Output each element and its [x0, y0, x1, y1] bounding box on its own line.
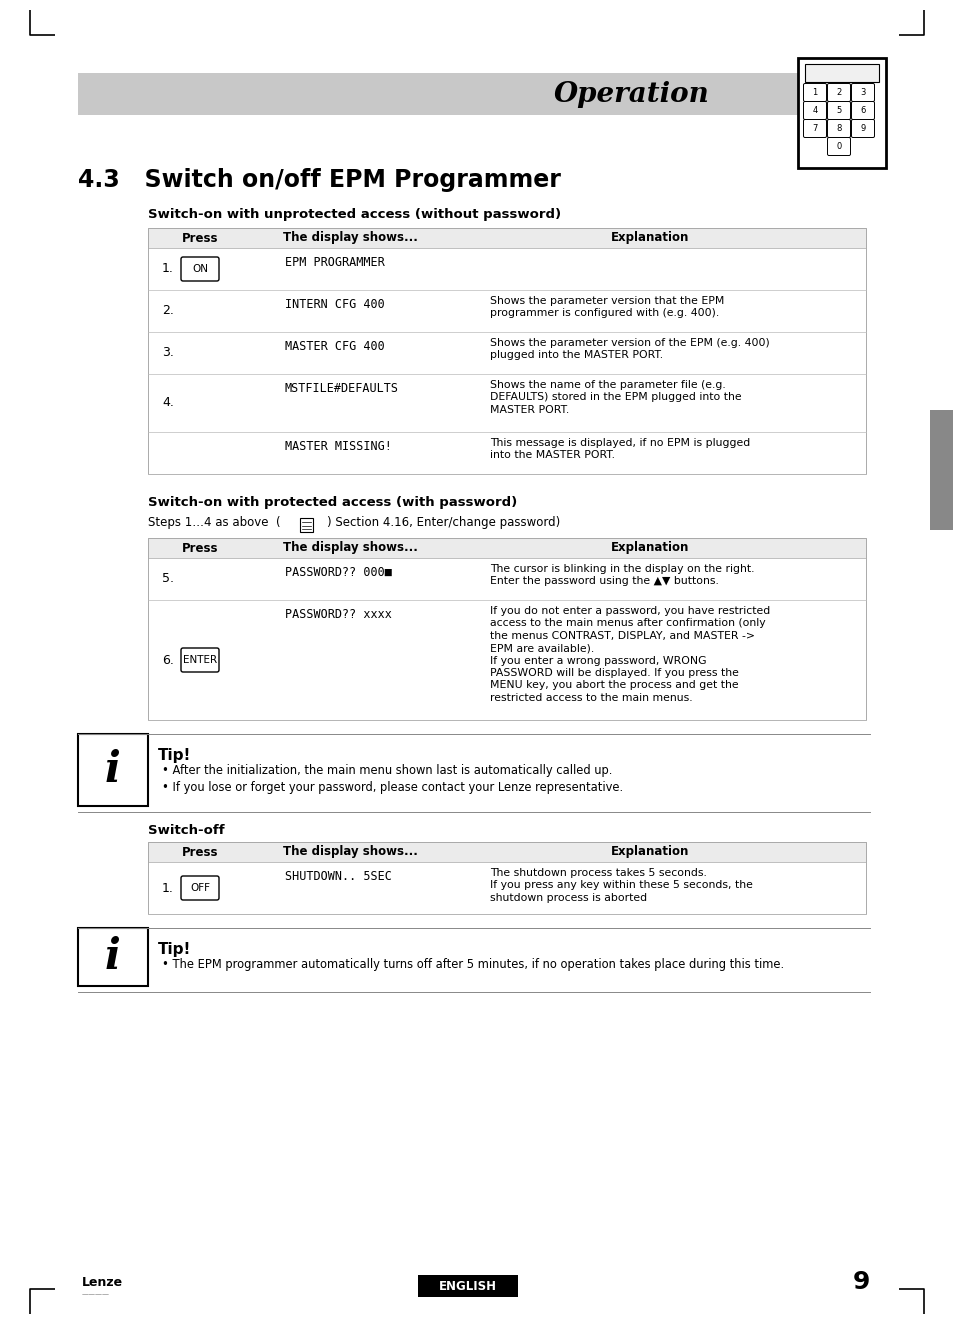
- FancyBboxPatch shape: [851, 102, 874, 119]
- FancyBboxPatch shape: [181, 876, 219, 900]
- Text: 9: 9: [852, 1270, 869, 1294]
- Text: 6.: 6.: [162, 654, 173, 666]
- Text: MASTER CFG 400: MASTER CFG 400: [285, 340, 384, 354]
- Bar: [929, 410, 953, 530]
- Text: Explanation: Explanation: [610, 232, 688, 245]
- Text: Steps 1…4 as above  (: Steps 1…4 as above (: [148, 516, 284, 530]
- Bar: [148, 842, 865, 862]
- Text: • If you lose or forget your password, please contact your Lenze representative.: • If you lose or forget your password, p…: [162, 781, 622, 794]
- Text: The cursor is blinking in the display on the right.
Enter the password using the: The cursor is blinking in the display on…: [490, 564, 754, 587]
- Bar: [78, 928, 148, 986]
- Bar: [148, 538, 865, 720]
- Text: • The EPM programmer automatically turns off after 5 minutes, if no operation ta: • The EPM programmer automatically turns…: [162, 959, 783, 970]
- Text: MSTFILE#DEFAULTS: MSTFILE#DEFAULTS: [285, 383, 398, 395]
- Text: 1.: 1.: [162, 262, 173, 275]
- Text: ————: ————: [82, 1291, 110, 1298]
- Text: 1: 1: [812, 87, 817, 97]
- Text: Switch-off: Switch-off: [148, 824, 224, 837]
- Text: 6: 6: [860, 106, 864, 115]
- Text: Tip!: Tip!: [158, 941, 192, 957]
- Text: 4.3   Switch on/off EPM Programmer: 4.3 Switch on/off EPM Programmer: [78, 168, 560, 192]
- Bar: [148, 228, 865, 474]
- Text: MASTER MISSING!: MASTER MISSING!: [285, 440, 392, 453]
- FancyBboxPatch shape: [851, 83, 874, 102]
- FancyBboxPatch shape: [802, 119, 825, 138]
- Text: The shutdown process takes 5 seconds.
If you press any key within these 5 second: The shutdown process takes 5 seconds. If…: [490, 869, 752, 903]
- FancyBboxPatch shape: [181, 257, 219, 281]
- Text: ENGLISH: ENGLISH: [438, 1279, 497, 1292]
- Text: Switch-on with unprotected access (without password): Switch-on with unprotected access (witho…: [148, 208, 560, 221]
- Text: Switch-on with protected access (with password): Switch-on with protected access (with pa…: [148, 496, 517, 508]
- Text: OFF: OFF: [190, 883, 210, 892]
- Text: 7: 7: [811, 124, 817, 132]
- Text: Press: Press: [182, 846, 218, 858]
- Bar: [417, 1275, 517, 1298]
- Text: The display shows...: The display shows...: [282, 846, 417, 858]
- Text: 5: 5: [836, 106, 841, 115]
- Text: SHUTDOWN.. 5SEC: SHUTDOWN.. 5SEC: [285, 870, 392, 883]
- Text: This message is displayed, if no EPM is plugged
into the MASTER PORT.: This message is displayed, if no EPM is …: [490, 438, 749, 461]
- Text: The display shows...: The display shows...: [282, 232, 417, 245]
- Text: PASSWORD?? 000■: PASSWORD?? 000■: [285, 565, 392, 579]
- Text: Explanation: Explanation: [610, 846, 688, 858]
- FancyBboxPatch shape: [802, 83, 825, 102]
- Text: 3.: 3.: [162, 347, 173, 360]
- Text: Operation: Operation: [554, 82, 709, 109]
- Text: PASSWORD?? xxxx: PASSWORD?? xxxx: [285, 608, 392, 621]
- Text: Shows the parameter version that the EPM
programmer is configured with (e.g. 400: Shows the parameter version that the EPM…: [490, 297, 723, 318]
- Bar: [148, 842, 865, 914]
- Text: The display shows...: The display shows...: [282, 542, 417, 555]
- Text: i: i: [105, 936, 121, 978]
- Text: 5.: 5.: [162, 572, 173, 585]
- FancyBboxPatch shape: [826, 83, 850, 102]
- Text: Shows the parameter version of the EPM (e.g. 400)
plugged into the MASTER PORT.: Shows the parameter version of the EPM (…: [490, 338, 769, 360]
- Text: Press: Press: [182, 232, 218, 245]
- Bar: [797, 58, 885, 168]
- FancyBboxPatch shape: [826, 119, 850, 138]
- FancyBboxPatch shape: [181, 647, 219, 673]
- Text: If you do not enter a password, you have restricted
access to the main menus aft: If you do not enter a password, you have…: [490, 606, 769, 703]
- Bar: [78, 73, 847, 115]
- Bar: [148, 228, 865, 248]
- Text: 9: 9: [860, 124, 864, 132]
- FancyBboxPatch shape: [851, 119, 874, 138]
- Text: ENTER: ENTER: [183, 655, 217, 665]
- Text: 1.: 1.: [162, 882, 173, 895]
- Text: Tip!: Tip!: [158, 748, 192, 763]
- Text: 3: 3: [860, 87, 864, 97]
- Bar: [148, 538, 865, 557]
- Text: Lenze: Lenze: [82, 1275, 123, 1288]
- Text: 8: 8: [836, 124, 841, 132]
- Text: i: i: [105, 749, 121, 790]
- Text: 4: 4: [812, 106, 817, 115]
- Bar: [804, 64, 878, 82]
- Bar: [78, 733, 148, 806]
- Text: 2: 2: [836, 87, 841, 97]
- Text: Explanation: Explanation: [610, 542, 688, 555]
- Text: 0: 0: [836, 142, 841, 151]
- Text: 4.: 4.: [162, 396, 173, 409]
- Text: INTERN CFG 400: INTERN CFG 400: [285, 298, 384, 311]
- FancyBboxPatch shape: [826, 102, 850, 119]
- Bar: [299, 518, 313, 532]
- Text: • After the initialization, the main menu shown last is automatically called up.: • After the initialization, the main men…: [162, 764, 612, 777]
- Text: ) Section 4.16, Enter/change password): ) Section 4.16, Enter/change password): [327, 516, 559, 530]
- FancyBboxPatch shape: [802, 102, 825, 119]
- Text: ON: ON: [192, 263, 208, 274]
- Text: 2.: 2.: [162, 305, 173, 318]
- Text: Press: Press: [182, 542, 218, 555]
- Text: EPM PROGRAMMER: EPM PROGRAMMER: [285, 256, 384, 269]
- Text: Shows the name of the parameter file (e.g.
DEFAULTS) stored in the EPM plugged i: Shows the name of the parameter file (e.…: [490, 380, 740, 414]
- FancyBboxPatch shape: [826, 138, 850, 155]
